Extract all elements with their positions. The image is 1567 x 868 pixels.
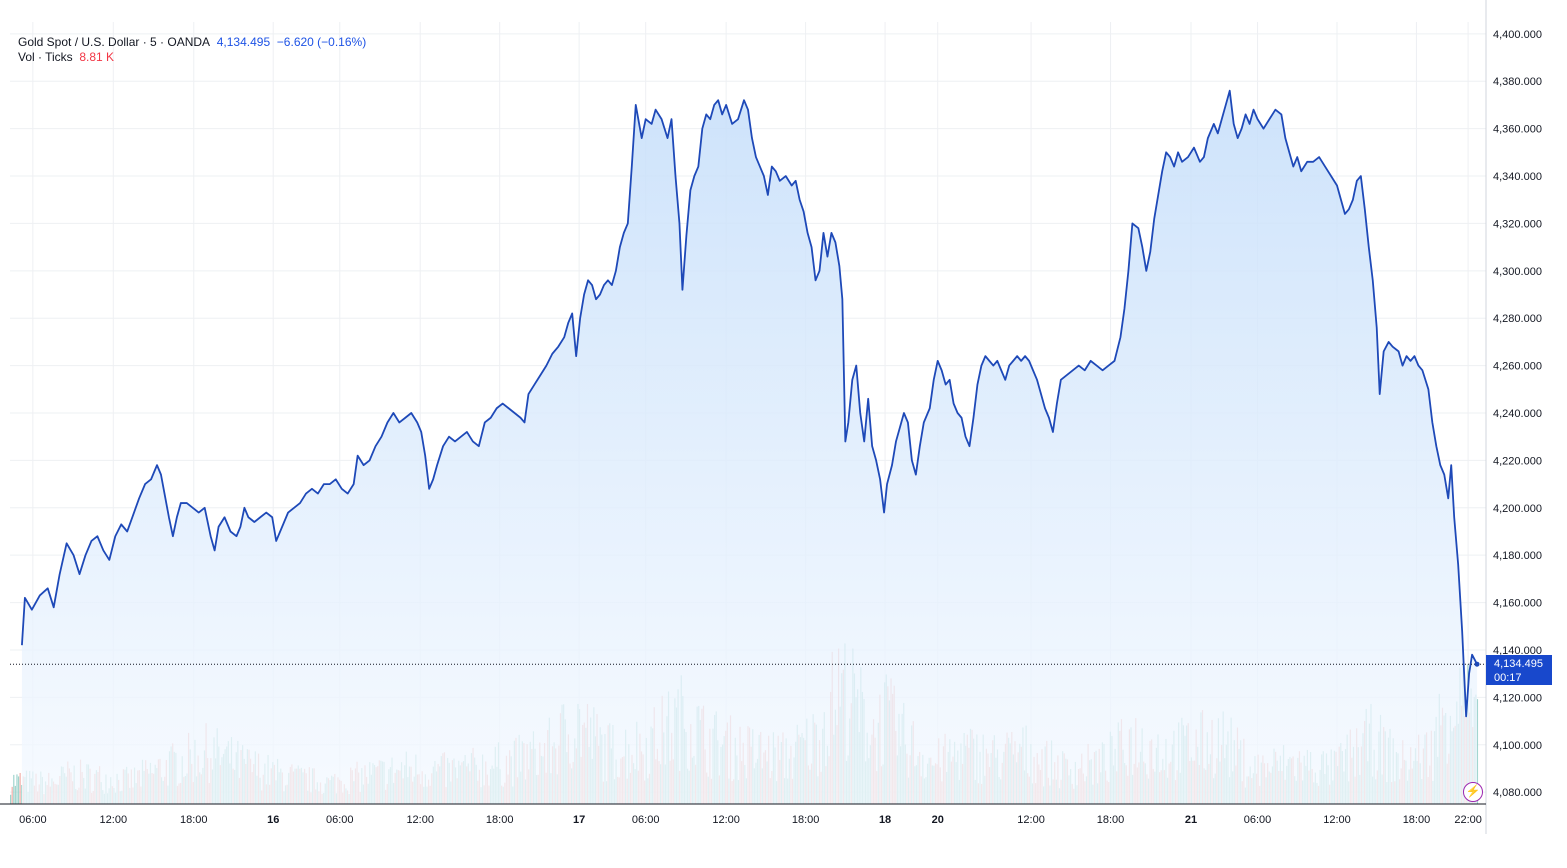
volume-bar — [13, 774, 15, 804]
price-line[interactable] — [21, 89, 1478, 718]
y-tick-label: 4,120.000 — [1493, 692, 1542, 704]
legend-change: −6.620 (−0.16%) — [276, 35, 367, 49]
x-tick-label: 18:00 — [486, 814, 514, 826]
y-tick-label: 4,080.000 — [1493, 787, 1542, 799]
volume-bar — [1476, 699, 1479, 804]
x-tick-label: 22:00 — [1454, 814, 1482, 826]
y-tick-label: 4,240.000 — [1493, 408, 1542, 420]
volume-bar — [21, 784, 23, 804]
x-tick-label: 12:00 — [1017, 814, 1045, 826]
legend-symbol-row: Gold Spot / U.S. Dollar · 5 · OANDA 4,13… — [18, 35, 366, 50]
last-price-badge: 4,134.495 00:17 — [1486, 655, 1552, 686]
volume-bar — [17, 776, 20, 804]
y-tick-label: 4,380.000 — [1493, 76, 1542, 88]
volume-bar — [11, 786, 13, 804]
x-tick-label: 16 — [267, 814, 279, 826]
last-price-badge-price: 4,134.495 — [1494, 658, 1543, 671]
x-tick-label: 17 — [573, 814, 585, 826]
axes: 4,080.000 4,100.000 4,120.000 4,140.000 4,16… — [0, 0, 1542, 834]
x-tick-label: 12:00 — [1323, 814, 1351, 826]
x-tick-label: 21 — [1185, 814, 1197, 826]
x-tick-label: 18:00 — [180, 814, 208, 826]
x-tick-label: 18:00 — [792, 814, 820, 826]
volume-bar — [19, 772, 21, 804]
price-area-fill — [21, 90, 1478, 805]
chart-legend: Gold Spot / U.S. Dollar · 5 · OANDA 4,13… — [18, 35, 366, 65]
x-tick-label: 06:00 — [19, 814, 47, 826]
volume-bar — [16, 774, 18, 804]
y-tick-label: 4,200.000 — [1493, 503, 1542, 515]
lightning-icon[interactable]: ⚡ — [1463, 782, 1483, 802]
x-tick-label: 06:00 — [632, 814, 660, 826]
last-price-badge-countdown: 00:17 — [1494, 672, 1522, 685]
legend-last-price: 4,134.495 — [216, 35, 271, 49]
x-tick-label: 12:00 — [406, 814, 434, 826]
legend-volume-label[interactable]: Vol · Ticks — [18, 50, 73, 64]
x-tick-label: 12:00 — [712, 814, 740, 826]
y-tick-label: 4,340.000 — [1493, 171, 1542, 183]
last-price-dot — [1474, 661, 1480, 667]
y-tick-label: 4,140.000 — [1493, 645, 1542, 657]
y-tick-label: 4,280.000 — [1493, 313, 1542, 325]
x-tick-label: 18 — [879, 814, 891, 826]
x-tick-label: 12:00 — [100, 814, 128, 826]
legend-volume-value: 8.81 K — [79, 50, 115, 64]
y-tick-label: 4,160.000 — [1493, 598, 1542, 610]
y-tick-label: 4,180.000 — [1493, 550, 1542, 562]
volume-bar — [14, 785, 16, 804]
volume-bar — [10, 794, 12, 804]
y-tick-label: 4,360.000 — [1493, 124, 1542, 136]
y-tick-label: 4,260.000 — [1493, 361, 1542, 373]
y-tick-label: 4,400.000 — [1493, 29, 1542, 41]
y-tick-label: 4,300.000 — [1493, 266, 1542, 278]
legend-volume-row: Vol · Ticks 8.81 K — [18, 50, 366, 65]
x-tick-label: 06:00 — [326, 814, 354, 826]
legend-symbol[interactable]: Gold Spot / U.S. Dollar · 5 · OANDA — [18, 35, 211, 49]
x-tick-label: 20 — [932, 814, 944, 826]
y-tick-label: 4,320.000 — [1493, 218, 1542, 230]
y-tick-label: 4,220.000 — [1493, 455, 1542, 467]
price-area-layer — [10, 89, 1486, 805]
x-tick-label: 06:00 — [1244, 814, 1272, 826]
y-tick-label: 4,100.000 — [1493, 740, 1542, 752]
x-tick-label: 18:00 — [1403, 814, 1431, 826]
x-tick-label: 18:00 — [1097, 814, 1125, 826]
